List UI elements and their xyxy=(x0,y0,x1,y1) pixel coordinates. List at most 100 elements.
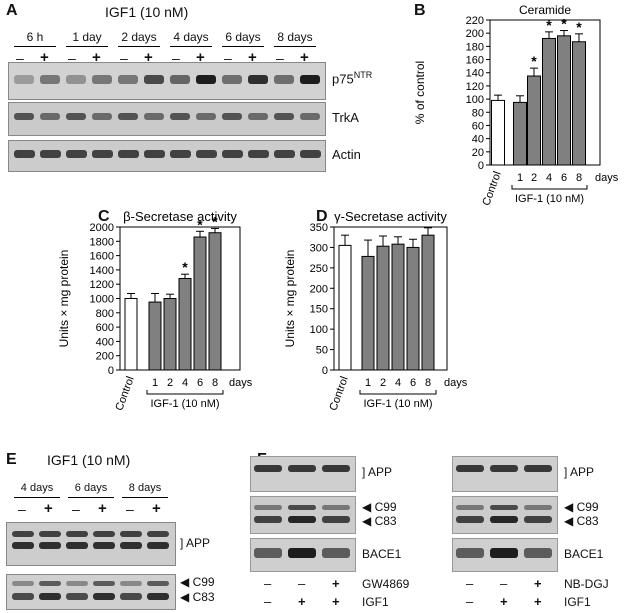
band-app-upper xyxy=(12,531,34,537)
bar xyxy=(491,99,505,166)
plus-sign: + xyxy=(152,500,161,517)
category-label: 4 xyxy=(182,377,188,389)
y-tick-label: 1600 xyxy=(90,251,114,263)
bar xyxy=(513,101,527,166)
y-tick-label: 250 xyxy=(310,263,328,275)
band-c99 xyxy=(120,581,142,586)
band-c99 xyxy=(254,505,282,510)
band-p75ntr xyxy=(196,75,216,84)
timepoint-bracket xyxy=(118,46,160,47)
significance-star: * xyxy=(531,53,537,69)
category-label: 6 xyxy=(197,377,203,389)
y-tick-label: 50 xyxy=(316,345,328,357)
category-label-control: Control xyxy=(327,375,350,412)
band-c99 xyxy=(322,505,350,510)
band-app-lower xyxy=(93,542,115,549)
y-tick-label: 2000 xyxy=(90,222,114,234)
category-label: 6 xyxy=(561,172,567,184)
band-p75ntr xyxy=(40,75,60,84)
band-trka xyxy=(40,113,60,120)
chart-d-gamma-secretase: γ-Secretase activity 0 50 100 150 200 250 300 35… xyxy=(283,209,468,412)
panel-e-title: IGF1 (10 nM) xyxy=(47,452,131,468)
band-trka xyxy=(248,113,268,120)
band-actin xyxy=(300,150,321,158)
band-actin xyxy=(92,150,113,158)
blot-f-app xyxy=(452,456,558,492)
plus-sign: + xyxy=(534,576,542,591)
e-app-text: APP xyxy=(186,536,211,550)
plus-sign: + xyxy=(196,49,205,66)
significance-star: * xyxy=(546,17,552,33)
y-tick-label: 200 xyxy=(96,351,114,363)
bar xyxy=(406,246,420,371)
band-c99 xyxy=(147,581,169,586)
y-tick-label: 800 xyxy=(96,308,114,320)
band-trka xyxy=(170,113,190,120)
band-actin xyxy=(14,150,35,158)
minus-sign: – xyxy=(172,50,180,66)
f-c83-label: ◀ C83 xyxy=(362,514,397,528)
y-tick-label: 80 xyxy=(472,107,484,119)
f-bace1-label: BACE1 xyxy=(564,547,604,561)
minus-sign: – xyxy=(68,50,76,66)
e-c99-text: C99 xyxy=(192,575,215,589)
band-actin xyxy=(118,150,139,158)
band-p75ntr xyxy=(66,75,86,84)
minus-sign: – xyxy=(18,501,26,517)
band-c83 xyxy=(288,516,316,523)
minus-sign: – xyxy=(466,576,474,591)
band-trka xyxy=(196,113,216,120)
y-tick-label: 160 xyxy=(466,55,484,67)
plus-sign: + xyxy=(40,49,49,66)
timepoint-bracket xyxy=(66,46,108,47)
timepoint-label: 2 days xyxy=(121,30,157,44)
category-label: 8 xyxy=(212,377,218,389)
y-tick-label: 0 xyxy=(478,160,484,172)
chart-title: γ-Secretase activity xyxy=(334,209,447,224)
minus-sign: – xyxy=(120,50,128,66)
y-axis-label: % of control xyxy=(413,61,427,124)
category-label: 8 xyxy=(425,377,431,389)
row-label-trka: TrkA xyxy=(332,110,359,125)
band-c83 xyxy=(254,516,282,523)
band-trka xyxy=(66,113,86,120)
minus-sign: – xyxy=(126,501,134,517)
band-app-upper xyxy=(66,531,88,537)
bar xyxy=(572,41,586,166)
timepoint-bracket xyxy=(274,46,316,47)
minus-sign: – xyxy=(16,50,24,66)
band-p75ntr xyxy=(274,75,294,84)
minus-sign: – xyxy=(500,576,508,591)
band-app-lower xyxy=(12,542,34,549)
significance-star: * xyxy=(182,259,188,275)
e-app-label: ] APP xyxy=(180,536,210,550)
band-app-lower xyxy=(39,542,61,549)
y-tick-label: 20 xyxy=(472,147,484,159)
timepoint-label: 4 days xyxy=(173,30,209,44)
band-bace1 xyxy=(524,548,552,558)
band-trka xyxy=(14,113,34,120)
timepoint-label: 6 days xyxy=(225,30,261,44)
category-label: 1 xyxy=(365,377,371,389)
band-p75ntr xyxy=(248,75,268,84)
timepoint-bracket xyxy=(222,46,264,47)
y-tick-label: 350 xyxy=(310,222,328,234)
plus-sign: + xyxy=(300,49,309,66)
y-tick-label: 1200 xyxy=(90,279,114,291)
timepoint-bracket xyxy=(68,497,114,498)
plus-sign: + xyxy=(534,594,542,609)
band-c83 xyxy=(524,516,552,523)
significance-star: * xyxy=(576,19,582,35)
y-tick-label: 180 xyxy=(466,41,484,53)
band-trka xyxy=(300,113,320,120)
band-actin xyxy=(40,150,61,158)
band-trka xyxy=(118,113,138,120)
y-tick-label: 1000 xyxy=(90,294,114,306)
timepoint-bracket xyxy=(122,497,168,498)
group-label: IGF-1 (10 nM) xyxy=(515,193,584,205)
plus-sign: + xyxy=(92,49,101,66)
bracket-icon: ] xyxy=(180,536,184,550)
panel-e-label: E xyxy=(6,451,17,468)
minus-sign: – xyxy=(466,594,474,609)
y-axis-label: Units × mg protein xyxy=(283,250,297,348)
